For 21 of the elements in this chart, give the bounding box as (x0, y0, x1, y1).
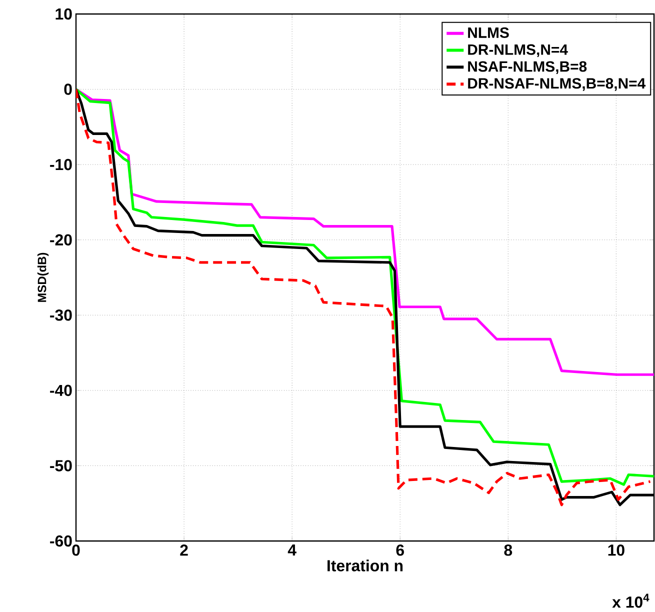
x-tick-label: 6 (396, 544, 404, 556)
legend-label: DR-NLMS,N=4 (468, 44, 568, 58)
y-tick-label: -40 (50, 384, 72, 396)
y-tick-label: -10 (50, 158, 72, 170)
y-axis-title: MSD(dB) (37, 252, 49, 302)
x-tick-label: 10 (608, 544, 624, 556)
y-tick-label: -50 (50, 460, 72, 472)
x-tick-label: 4 (288, 544, 296, 556)
y-tick-label: -60 (50, 535, 72, 547)
x-axis-title: Iteration n (328, 560, 403, 572)
legend-label: NSAF-NLMS,B=8 (468, 61, 587, 74)
y-tick-label: -30 (50, 309, 72, 321)
y-tick-label: 0 (64, 84, 72, 95)
y-tick-label: 10 (56, 8, 72, 20)
y-tick-label: -20 (50, 234, 72, 246)
legend-label: DR-NSAF-NLMS,B=8,N=4 (468, 78, 646, 91)
x-tick-label: 0 (72, 544, 80, 556)
x-tick-label: 8 (504, 544, 512, 556)
text: x 10$^{4}$ (612, 594, 650, 608)
legend-label: NLMS (468, 27, 509, 38)
x-tick-label: 2 (180, 544, 188, 556)
